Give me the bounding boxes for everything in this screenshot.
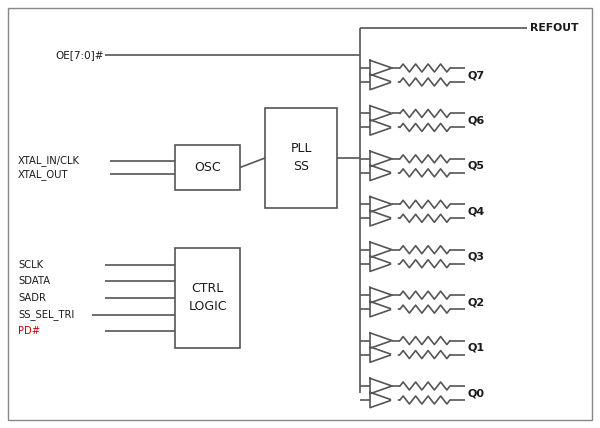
Text: Q0: Q0 <box>468 388 485 398</box>
Text: PLL
SS: PLL SS <box>290 143 312 173</box>
Bar <box>175 248 240 348</box>
Text: OSC: OSC <box>194 161 221 174</box>
Text: Q6: Q6 <box>468 116 485 125</box>
Circle shape <box>392 261 397 266</box>
Circle shape <box>392 352 397 357</box>
Text: SCLK: SCLK <box>18 260 43 270</box>
Circle shape <box>392 216 397 221</box>
Circle shape <box>392 125 397 130</box>
Text: OE[7:0]#: OE[7:0]# <box>55 50 104 60</box>
Text: PD#: PD# <box>18 326 40 336</box>
Circle shape <box>392 398 397 402</box>
Text: XTAL_OUT: XTAL_OUT <box>18 169 68 180</box>
Text: Q3: Q3 <box>468 252 485 262</box>
Text: Q1: Q1 <box>468 342 485 353</box>
Text: Q5: Q5 <box>468 161 485 171</box>
Text: SADR: SADR <box>18 293 46 303</box>
Text: Q4: Q4 <box>468 206 485 216</box>
Text: SS_SEL_TRI: SS_SEL_TRI <box>18 309 74 320</box>
Text: Q7: Q7 <box>468 70 485 80</box>
Bar <box>175 145 240 190</box>
Circle shape <box>392 306 397 312</box>
Circle shape <box>392 80 397 84</box>
Bar <box>265 108 337 208</box>
Text: SDATA: SDATA <box>18 276 50 286</box>
Text: XTAL_IN/CLK: XTAL_IN/CLK <box>18 155 80 166</box>
Circle shape <box>392 170 397 175</box>
Text: CTRL
LOGIC: CTRL LOGIC <box>188 282 227 313</box>
Text: Q2: Q2 <box>468 297 485 307</box>
Text: REFOUT: REFOUT <box>530 23 578 33</box>
